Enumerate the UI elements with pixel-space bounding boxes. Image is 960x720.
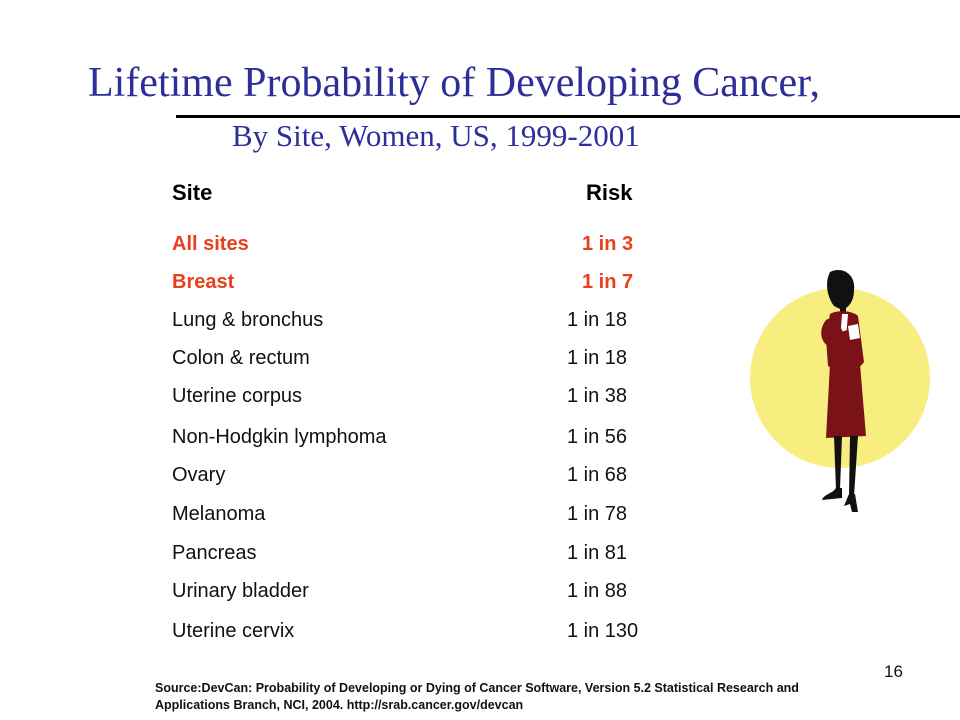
table-row: Breast 1 in 7: [172, 271, 662, 297]
risk-value: 1 in 38: [567, 385, 628, 407]
table-row: Lung & bronchus 1 in 18: [172, 309, 662, 335]
risk-column-header: Risk: [586, 180, 633, 205]
slide-title: Lifetime Probability of Developing Cance…: [88, 60, 820, 106]
risk-value: 1 in 18: [567, 347, 628, 369]
table-row: Pancreas 1 in 81: [172, 542, 662, 568]
slide-subtitle: By Site, Women, US, 1999-2001: [232, 118, 640, 153]
risk-value: 1 in 18: [567, 309, 628, 331]
woman-figure: [821, 270, 866, 512]
site-name: Ovary: [172, 464, 226, 486]
risk-value: 1 in 7: [582, 271, 634, 293]
table-row: Melanoma 1 in 78: [172, 503, 662, 529]
risk-value: 1 in 81: [567, 542, 628, 564]
title-underline: [176, 115, 960, 118]
table-row: Colon & rectum 1 in 18: [172, 347, 662, 373]
site-name: Lung & bronchus: [172, 309, 324, 331]
risk-value: 1 in 88: [567, 580, 628, 602]
page-number: 16: [884, 662, 903, 681]
source-line-2: Applications Branch, NCI, 2004. http://s…: [155, 698, 524, 712]
table-row: All sites 1 in 3: [172, 233, 662, 259]
risk-value: 1 in 78: [567, 503, 628, 525]
site-column-header: Site: [172, 180, 213, 205]
source-citation: Source:DevCan: Probability of Developing…: [155, 680, 945, 714]
source-line-1: Source:DevCan: Probability of Developing…: [155, 681, 799, 695]
site-name: Melanoma: [172, 503, 266, 525]
table-row: Ovary 1 in 68: [172, 464, 662, 490]
site-name: Pancreas: [172, 542, 257, 564]
site-name: Urinary bladder: [172, 580, 309, 602]
table-row: Non-Hodgkin lymphoma 1 in 56: [172, 426, 662, 452]
site-name: Uterine cervix: [172, 620, 295, 642]
site-name: Non-Hodgkin lymphoma: [172, 426, 387, 448]
site-name: All sites: [172, 233, 249, 255]
site-name: Breast: [172, 271, 235, 293]
table-row: Uterine cervix 1 in 130: [172, 620, 662, 646]
table-row: Urinary bladder 1 in 88: [172, 580, 662, 606]
risk-value: 1 in 68: [567, 464, 628, 486]
site-name: Uterine corpus: [172, 385, 303, 407]
businesswoman-clipart: [750, 270, 930, 512]
risk-value: 1 in 3: [582, 233, 634, 255]
table-row: Uterine corpus 1 in 38: [172, 385, 662, 411]
site-name: Colon & rectum: [172, 347, 310, 369]
risk-value: 1 in 56: [567, 426, 628, 448]
risk-value: 1 in 130: [567, 620, 639, 642]
